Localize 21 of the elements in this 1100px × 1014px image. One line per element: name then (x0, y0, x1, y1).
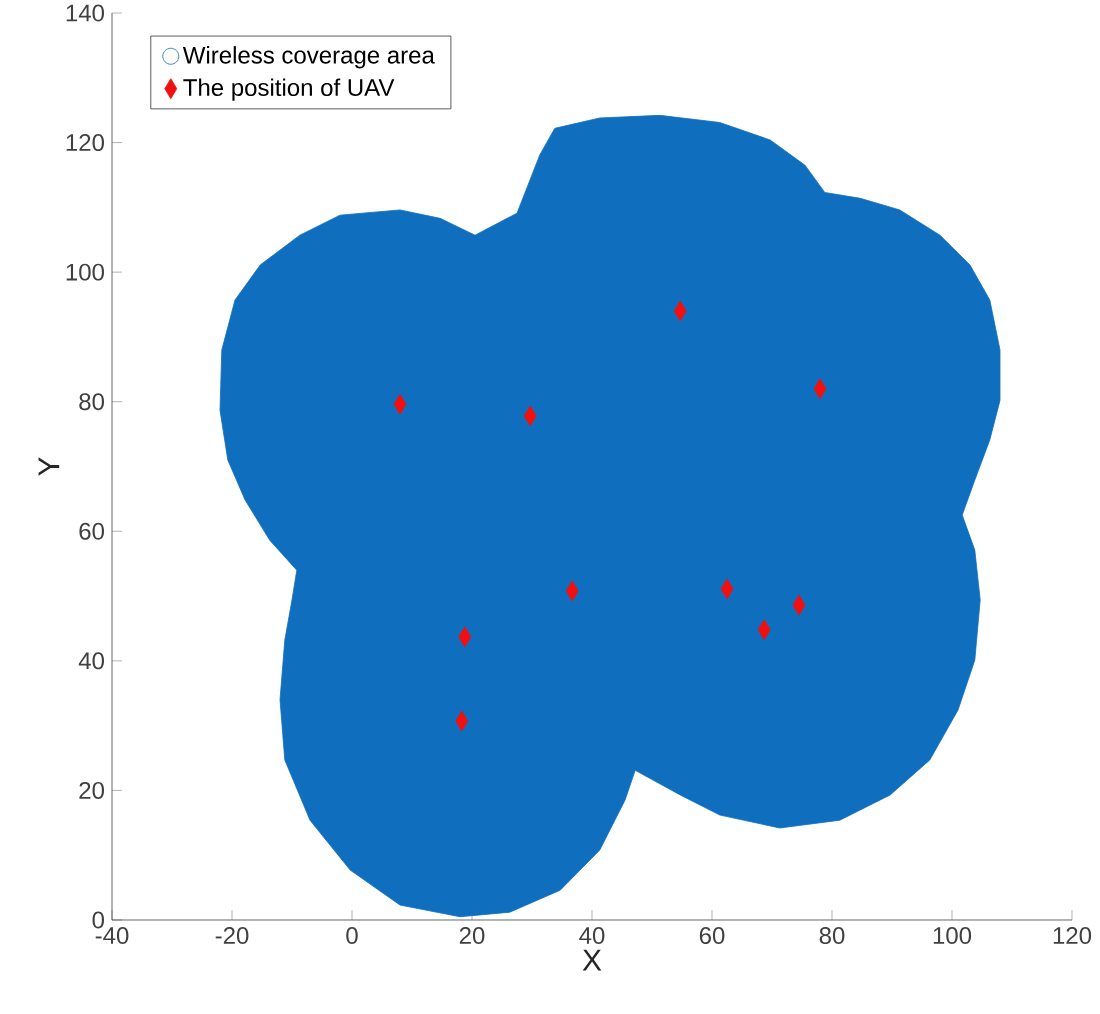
y-tick-label: 20 (79, 781, 105, 799)
x-tick-label: 40 (579, 927, 605, 945)
legend-label: Wireless coverage area (182, 46, 435, 69)
y-tick-label: 120 (66, 134, 104, 152)
y-tick-label: 100 (66, 263, 104, 281)
y-tick-label: 60 (79, 522, 105, 540)
y-axis-title: Y (38, 457, 60, 476)
y-tick-label: 140 (66, 4, 104, 22)
x-tick-label: -20 (215, 927, 249, 945)
legend-label: The position of UAV (183, 78, 395, 101)
x-tick-label: 20 (459, 927, 485, 945)
y-tick-label: 40 (78, 652, 105, 670)
x-tick-label: 60 (699, 927, 725, 945)
x-axis-title: X (582, 949, 602, 971)
y-tick-label: 0 (92, 911, 105, 929)
x-tick-label: -40 (95, 927, 129, 945)
y-tick-label: 80 (79, 393, 105, 411)
x-tick-label: 100 (933, 927, 972, 945)
x-tick-label: 80 (819, 927, 845, 945)
x-tick-label: 120 (1053, 927, 1092, 945)
x-tick-label: 0 (346, 927, 358, 945)
